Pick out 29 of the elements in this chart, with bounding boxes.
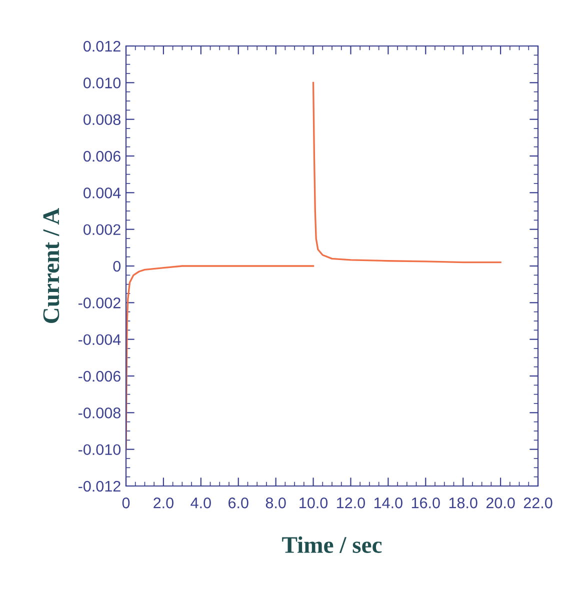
y-tick-label: 0.010 — [84, 78, 121, 88]
y-tick-label: 0.004 — [84, 188, 121, 198]
y-axis-title: Current / A — [43, 208, 60, 324]
x-tick-label: 16.0 — [412, 498, 440, 508]
x-tick-label: 14.0 — [374, 498, 402, 508]
x-tick-label: 8.0 — [266, 498, 286, 508]
y-tick-label: 0 — [113, 260, 121, 272]
line-series — [312, 82, 502, 264]
y-tick-label: 0.002 — [84, 224, 120, 236]
x-tick-label: 0 — [122, 498, 130, 508]
x-tick-label: 22.0 — [524, 498, 552, 508]
y-tick-label: -0.004 — [78, 334, 121, 346]
y-tick-label: 0.006 — [84, 150, 120, 162]
y-tick-label: -0.002 — [78, 298, 120, 308]
x-axis-title: Time / sec — [282, 536, 382, 553]
x-tick-label: 6.0 — [228, 498, 248, 508]
x-tick-label: 18.0 — [449, 498, 478, 508]
y-tick-label: -0.006 — [78, 370, 120, 382]
x-tick-label: 2.0 — [154, 498, 174, 508]
x-tick-label: 20.0 — [486, 498, 515, 508]
x-tick-label: 10.0 — [300, 498, 328, 508]
y-tick-label: -0.008 — [78, 408, 120, 418]
y-tick-label: 0.008 — [84, 114, 120, 126]
y-tick-label: -0.012 — [78, 480, 120, 492]
y-tick-label: 0.012 — [84, 40, 120, 52]
line-series — [126, 265, 314, 450]
y-tick-label: -0.010 — [78, 444, 121, 456]
x-tick-label: 4.0 — [190, 498, 211, 508]
x-tick-label: 12.0 — [337, 498, 365, 508]
